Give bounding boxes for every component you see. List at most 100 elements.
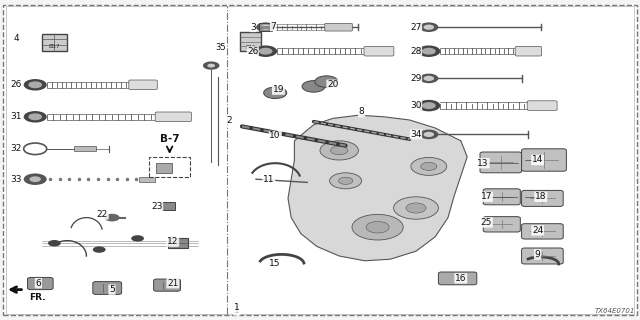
FancyBboxPatch shape [522, 190, 563, 206]
Circle shape [29, 176, 41, 182]
Text: 5: 5 [109, 285, 115, 294]
Text: 34: 34 [410, 130, 422, 139]
Circle shape [207, 64, 215, 68]
Circle shape [419, 74, 438, 83]
Bar [240, 32, 261, 51]
Circle shape [24, 79, 47, 91]
FancyBboxPatch shape [28, 277, 53, 290]
Text: 35: 35 [216, 43, 226, 52]
FancyBboxPatch shape [522, 248, 563, 264]
Text: 11: 11 [263, 175, 275, 184]
Text: B-7: B-7 [160, 134, 179, 144]
FancyBboxPatch shape [324, 23, 352, 31]
Bar [42, 34, 67, 51]
Bar [161, 202, 175, 210]
Bar [259, 23, 272, 31]
Circle shape [394, 197, 438, 219]
Text: 33: 33 [10, 175, 22, 184]
Text: 25: 25 [481, 218, 492, 227]
Circle shape [203, 61, 220, 70]
FancyBboxPatch shape [527, 101, 557, 110]
Text: ⊟17: ⊟17 [49, 44, 60, 49]
Circle shape [256, 22, 275, 32]
Circle shape [131, 235, 144, 242]
Text: 4: 4 [13, 34, 19, 43]
Circle shape [254, 45, 277, 57]
Circle shape [420, 162, 437, 171]
Circle shape [104, 214, 120, 221]
Circle shape [422, 48, 436, 55]
Text: 18: 18 [535, 192, 547, 201]
Text: 27: 27 [410, 23, 422, 32]
Circle shape [24, 173, 47, 185]
Bar [139, 177, 155, 182]
FancyBboxPatch shape [522, 149, 566, 171]
Circle shape [352, 214, 403, 240]
FancyBboxPatch shape [93, 282, 122, 294]
Text: 8: 8 [359, 108, 364, 116]
Circle shape [422, 102, 436, 109]
FancyBboxPatch shape [483, 189, 520, 205]
Circle shape [417, 100, 440, 111]
Text: 6: 6 [36, 279, 41, 288]
Circle shape [366, 221, 389, 233]
FancyBboxPatch shape [483, 217, 520, 232]
Text: 7: 7 [271, 22, 276, 31]
FancyBboxPatch shape [154, 279, 180, 291]
Circle shape [424, 132, 434, 137]
FancyBboxPatch shape [522, 224, 563, 239]
Circle shape [339, 177, 353, 184]
Circle shape [48, 240, 61, 246]
Circle shape [331, 146, 348, 155]
Text: 1: 1 [234, 303, 239, 312]
Circle shape [302, 81, 325, 92]
Text: ⊟19: ⊟19 [245, 44, 256, 50]
Text: 2: 2 [227, 116, 232, 125]
Text: 16: 16 [455, 274, 467, 283]
Text: 21: 21 [167, 279, 179, 288]
Text: FR.: FR. [29, 293, 46, 302]
Circle shape [330, 173, 362, 189]
Text: 30: 30 [410, 101, 422, 110]
Circle shape [424, 25, 434, 30]
Circle shape [419, 130, 438, 139]
Circle shape [419, 22, 438, 32]
Text: 32: 32 [10, 144, 22, 153]
Circle shape [260, 25, 271, 30]
Polygon shape [288, 115, 467, 261]
Text: 29: 29 [410, 74, 422, 83]
Text: 26: 26 [10, 80, 22, 89]
Text: 3: 3 [250, 23, 255, 32]
Text: 19: 19 [273, 85, 284, 94]
Circle shape [411, 157, 447, 175]
Text: 15: 15 [269, 260, 281, 268]
Text: TX64E0701: TX64E0701 [595, 308, 635, 314]
Text: 22: 22 [97, 210, 108, 219]
Text: 9: 9 [535, 250, 540, 259]
Bar [74, 146, 96, 151]
Bar [156, 163, 172, 173]
Text: 13: 13 [477, 159, 489, 168]
Text: 24: 24 [532, 226, 543, 235]
Text: 20: 20 [327, 80, 339, 89]
Circle shape [320, 141, 358, 160]
FancyBboxPatch shape [480, 152, 522, 173]
Text: 14: 14 [532, 156, 543, 164]
Circle shape [28, 81, 42, 88]
Circle shape [93, 246, 106, 253]
FancyBboxPatch shape [155, 112, 191, 122]
Text: 23: 23 [151, 202, 163, 211]
Bar [168, 238, 188, 248]
Text: 17: 17 [481, 192, 492, 201]
Circle shape [264, 87, 287, 99]
FancyBboxPatch shape [149, 157, 190, 177]
Circle shape [24, 111, 47, 123]
Text: 10: 10 [269, 132, 281, 140]
FancyBboxPatch shape [129, 80, 157, 90]
Circle shape [424, 76, 434, 81]
Circle shape [315, 76, 338, 87]
Circle shape [406, 203, 426, 213]
FancyBboxPatch shape [438, 272, 477, 285]
Text: 1: 1 [234, 306, 239, 315]
FancyBboxPatch shape [364, 46, 394, 56]
